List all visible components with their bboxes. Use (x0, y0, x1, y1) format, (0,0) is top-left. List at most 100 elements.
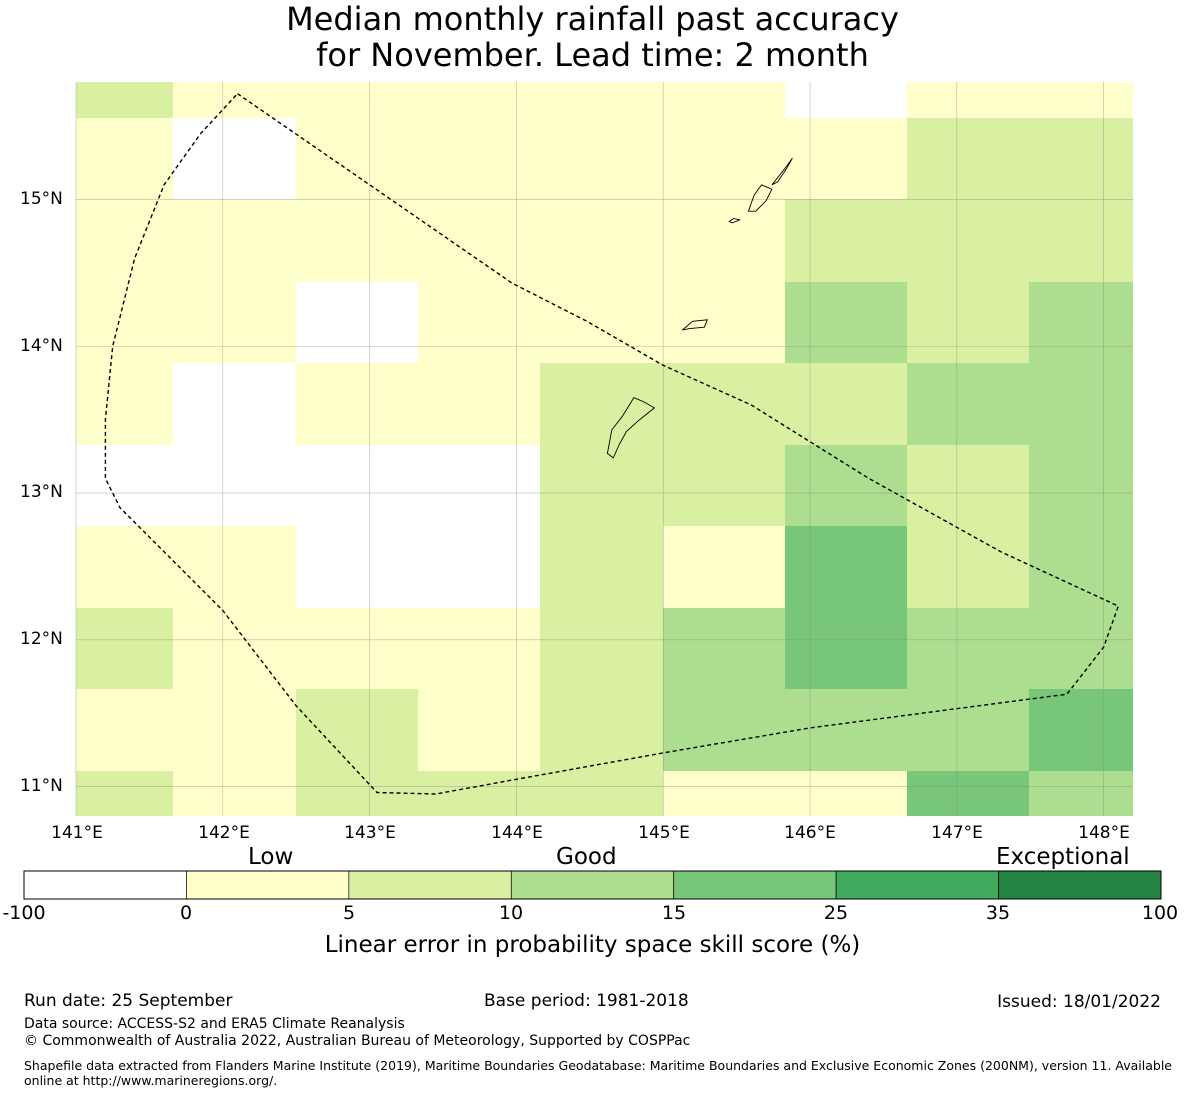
grid-cell (540, 118, 663, 199)
colorbar-tick: 25 (823, 902, 849, 924)
lat-label-15n: 15°N (20, 189, 63, 209)
grid-cell (1029, 363, 1133, 445)
grid-cell (76, 118, 173, 199)
grid-cell (663, 445, 785, 526)
grid-cell (663, 363, 785, 445)
grid-cell (418, 526, 540, 608)
grid-cell (540, 363, 663, 445)
grid-cell (907, 445, 1029, 526)
grid-cell (296, 526, 418, 608)
colorbar-tick: 5 (342, 902, 356, 924)
grid-cell (785, 526, 907, 608)
grid-cell (296, 82, 418, 118)
data-source: Data source: ACCESS-S2 and ERA5 Climate … (24, 1016, 405, 1032)
colorbar-label-exceptional: Exceptional (996, 844, 1130, 870)
grid-cell (418, 445, 540, 526)
base-period: Base period: 1981-2018 (484, 991, 689, 1011)
grid-cell (76, 363, 173, 445)
island-outline (606, 397, 656, 459)
grid-cell (663, 608, 785, 689)
grid-cell (418, 282, 540, 363)
grid-cell (540, 526, 663, 608)
grid-cell (785, 282, 907, 363)
grid-cell (76, 445, 173, 526)
grid-cell (296, 118, 418, 199)
grid-cell (540, 82, 663, 118)
island-outline (682, 319, 708, 331)
grid-cell (1029, 82, 1133, 118)
grid-cell (76, 771, 173, 816)
grid-cell (663, 199, 785, 282)
grid-cell (76, 82, 173, 118)
lon-label-141e: 141°E (51, 823, 103, 843)
grid-cell (418, 363, 540, 445)
grid-cell (907, 199, 1029, 282)
grid-cell (1029, 689, 1133, 771)
grid-cell (173, 363, 296, 445)
grid-cell (785, 608, 907, 689)
grid-cell (907, 282, 1029, 363)
grid-cell (907, 689, 1029, 771)
grid-cell (663, 282, 785, 363)
grid-cell (907, 82, 1029, 118)
grid-cell (173, 689, 296, 771)
grid-cell (540, 608, 663, 689)
eez-boundary (104, 93, 1120, 795)
grid-cell (663, 526, 785, 608)
grid-cell (76, 199, 173, 282)
grid-cell (785, 689, 907, 771)
skill-grid-cells (76, 82, 1133, 816)
grid-cell (296, 363, 418, 445)
grid-cell (418, 199, 540, 282)
lon-label-147e: 147°E (931, 823, 983, 843)
colorbar-tick: 100 (1141, 902, 1179, 924)
colorbar-segment (23, 870, 187, 900)
colorbar-label-good: Good (556, 844, 617, 870)
grid-cell (540, 689, 663, 771)
colorbar-segment (510, 870, 675, 900)
colorbar-tick: -100 (2, 902, 46, 924)
shapefile-note: Shapefile data extracted from Flanders M… (24, 1058, 1172, 1088)
grid-cell (76, 608, 173, 689)
run-date: Run date: 25 September (24, 991, 233, 1011)
grid-cell (663, 118, 785, 199)
grid-cell (76, 689, 173, 771)
grid-cell (418, 608, 540, 689)
grid-cell (296, 689, 418, 771)
grid-cell (173, 445, 296, 526)
grid-cell (1029, 771, 1133, 816)
map-title-line-2: for November. Lead time: 2 month (316, 36, 869, 74)
island-outline (771, 158, 793, 186)
colorbar-segment (998, 870, 1162, 900)
issued-date: Issued: 18/01/2022 (997, 992, 1161, 1012)
lat-label-12n: 12°N (20, 629, 63, 649)
grid-cell (1029, 445, 1133, 526)
lat-label-11n: 11°N (20, 776, 63, 796)
colorbar-tick: 10 (498, 902, 524, 924)
lon-label-143e: 143°E (344, 823, 396, 843)
colorbar-label-low: Low (248, 844, 294, 870)
grid-cell (907, 118, 1029, 199)
lat-label-14n: 14°N (20, 336, 63, 356)
grid-cell (907, 771, 1029, 816)
grid-cell (76, 526, 173, 608)
grid-cell (540, 282, 663, 363)
grid-cell (1029, 526, 1133, 608)
grid-cell (1029, 118, 1133, 199)
grid-cell (76, 282, 173, 363)
grid-cell (663, 689, 785, 771)
lat-label-13n: 13°N (20, 482, 63, 502)
copyright: © Commonwealth of Australia 2022, Austra… (24, 1033, 691, 1049)
island-outline (728, 218, 742, 224)
colorbar-title: Linear error in probability space skill … (324, 932, 861, 958)
lon-label-146e: 146°E (784, 823, 836, 843)
grid-cell (1029, 282, 1133, 363)
map-title-line-1: Median monthly rainfall past accuracy (286, 0, 899, 38)
grid-cell (418, 118, 540, 199)
grid-cell (1029, 199, 1133, 282)
grid-cell (785, 118, 907, 199)
grid-cell (907, 608, 1029, 689)
grid-cell (907, 526, 1029, 608)
grid-cell (907, 363, 1029, 445)
